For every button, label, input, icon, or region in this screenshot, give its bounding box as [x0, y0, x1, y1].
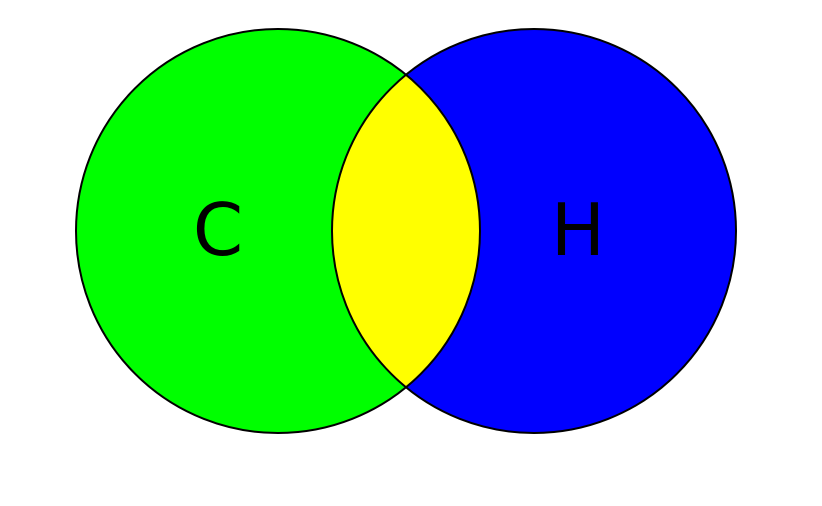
- set-h-outline: [331, 28, 737, 434]
- set-h-label: H: [551, 188, 605, 272]
- intersection-region: [332, 29, 480, 433]
- set-c-label: C: [193, 188, 243, 272]
- set-c-outline: [75, 28, 481, 434]
